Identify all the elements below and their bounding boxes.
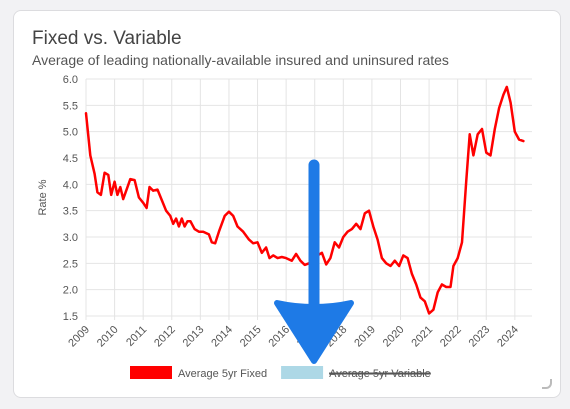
y-tick-label: 6.0 [63,74,78,86]
x-tick-label: 2024 [495,324,521,350]
chart-subtitle: Average of leading nationally-available … [32,52,449,68]
series-line-fixed [84,85,525,315]
legend-label-fixed[interactable]: Average 5yr Fixed [178,368,267,380]
y-tick-label: 3.5 [63,206,78,218]
x-tick-label: 2015 [238,324,264,350]
x-tick-label: 2012 [152,324,178,350]
resize-handle-icon[interactable] [542,379,552,389]
x-tick-label: 2010 [95,324,121,350]
y-tick-label: 5.0 [63,127,78,139]
x-tick-label: 2011 [124,324,149,349]
x-tick-label: 2020 [381,324,407,350]
y-tick-label: 5.5 [63,100,78,112]
x-tick-label: 2009 [66,324,92,350]
x-tick-label: 2022 [438,324,464,350]
y-tick-label: 3.0 [63,232,78,244]
y-tick-label: 2.0 [63,285,78,297]
chart-card: Fixed vs. Variable Average of leading na… [13,10,561,398]
legend-swatch-fixed[interactable] [130,366,172,379]
x-tick-label: 2021 [409,324,435,350]
y-tick-label: 1.5 [63,311,78,323]
x-tick-label: 2016 [266,324,292,350]
legend-swatch-variable[interactable] [281,366,324,379]
y-axis-title: Rate % [37,179,49,215]
legend-label-variable[interactable]: Average 5yr Variable [329,368,431,380]
x-tick-label: 2013 [181,324,207,350]
arrow-down-icon [274,300,354,364]
chart-title: Fixed vs. Variable [32,28,182,49]
x-tick-label: 2019 [352,324,378,350]
y-tick-label: 4.0 [63,179,78,191]
x-tick-label: 2023 [467,324,493,350]
x-tick-label: 2014 [209,324,235,350]
y-tick-label: 4.5 [63,153,78,165]
y-tick-label: 2.5 [63,258,78,270]
